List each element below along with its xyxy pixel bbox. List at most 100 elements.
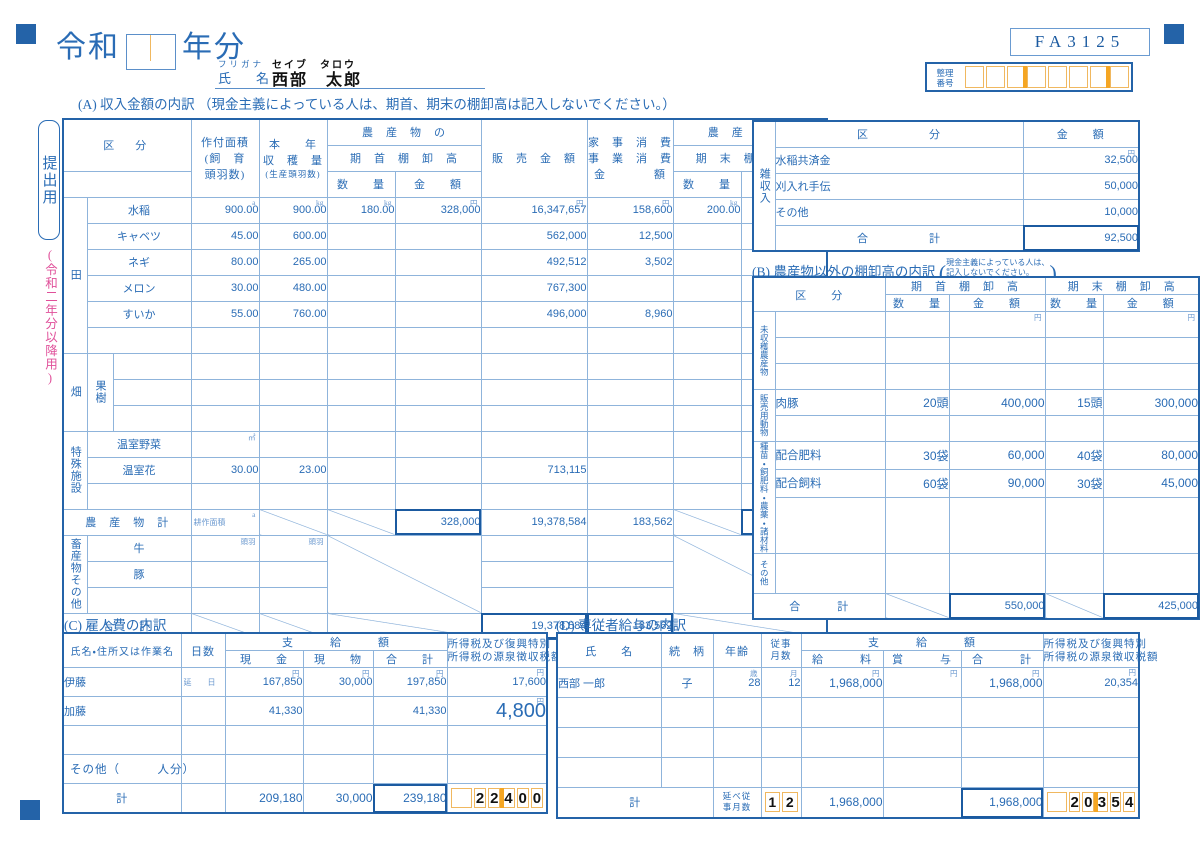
reference-number-field[interactable]: 整理 番号 xyxy=(925,62,1133,92)
opening-amt[interactable] xyxy=(394,326,482,354)
crop-name[interactable] xyxy=(112,404,192,432)
misc-income-name[interactable]: 水稲共済金 xyxy=(774,146,1024,174)
family-bonus[interactable] xyxy=(882,727,962,758)
d-tax-digit-boxes[interactable]: 2 0 3 5 4 xyxy=(1044,790,1139,814)
pay-cash[interactable]: 167,850 xyxy=(224,667,304,697)
closing-qty[interactable] xyxy=(672,300,742,328)
pay-total[interactable] xyxy=(372,725,448,755)
family-employee-name[interactable]: 西部 一郎 xyxy=(556,667,662,698)
opening-amt[interactable] xyxy=(394,482,482,510)
reference-number-cell-3[interactable] xyxy=(1006,66,1027,88)
opening-qty[interactable] xyxy=(326,482,396,510)
misc-income-name[interactable]: 刈入れ手伝 xyxy=(774,172,1024,200)
reference-number-cell-6[interactable] xyxy=(1068,66,1088,88)
sales-amt[interactable] xyxy=(480,482,588,510)
household-amt[interactable] xyxy=(586,352,674,380)
closing-qty[interactable] xyxy=(672,456,742,484)
d-tax-digit-4[interactable]: 5 xyxy=(1109,792,1122,813)
reference-number-cells[interactable] xyxy=(963,64,1131,90)
opening-amt[interactable] xyxy=(948,497,1046,554)
closing-qty[interactable]: 30袋 xyxy=(1044,469,1104,498)
closing-amt[interactable]: 300,000 xyxy=(1102,389,1200,416)
opening-amt[interactable] xyxy=(948,311,1046,338)
opening-amt[interactable]: 60,000 xyxy=(948,441,1046,470)
inventory-name[interactable] xyxy=(774,552,886,594)
crop-yield[interactable] xyxy=(258,430,328,458)
closing-amt[interactable] xyxy=(1102,552,1200,594)
pay-cash[interactable]: 41,330 xyxy=(224,696,304,726)
employee-days[interactable] xyxy=(180,696,226,726)
family-age[interactable]: 28 xyxy=(712,667,762,698)
opening-qty[interactable] xyxy=(326,456,396,484)
household-amt[interactable] xyxy=(586,430,674,458)
closing-amt[interactable] xyxy=(1102,363,1200,390)
crop-name[interactable] xyxy=(112,378,192,406)
closing-qty[interactable] xyxy=(672,222,742,250)
closing-amt[interactable] xyxy=(1102,497,1200,554)
crop-name[interactable]: ネギ xyxy=(86,248,192,276)
crop-area[interactable]: 80.00 xyxy=(190,248,260,276)
inventory-name[interactable]: 肉豚 xyxy=(774,389,886,416)
sales-amt[interactable] xyxy=(480,430,588,458)
employee-name[interactable] xyxy=(62,725,182,755)
opening-amt[interactable] xyxy=(394,404,482,432)
d-tax-digit-1[interactable]: 2 xyxy=(1068,792,1081,813)
misc-income-amount[interactable]: 50,000 xyxy=(1022,172,1140,200)
livestock-production[interactable] xyxy=(258,560,328,588)
opening-qty[interactable] xyxy=(326,326,396,354)
sales-amt[interactable]: 562,000 xyxy=(480,222,588,250)
livestock-production[interactable] xyxy=(258,586,328,614)
sales-amt[interactable]: 767,300 xyxy=(480,274,588,302)
opening-amt[interactable] xyxy=(948,415,1046,442)
opening-qty[interactable] xyxy=(884,311,950,338)
closing-amt[interactable] xyxy=(1102,415,1200,442)
livestock-count[interactable] xyxy=(190,560,260,588)
era-year-digit-1[interactable] xyxy=(127,35,151,61)
pay-cash[interactable] xyxy=(224,754,304,784)
withholding-tax[interactable]: 4,800 xyxy=(446,696,548,726)
family-bonus[interactable] xyxy=(882,667,962,698)
crop-area[interactable]: 30.00 xyxy=(190,274,260,302)
household-amt[interactable] xyxy=(586,326,674,354)
taxpayer-name-value[interactable]: 西部 太郎 xyxy=(272,72,363,89)
tax-digit-1[interactable]: 2 xyxy=(473,787,487,808)
opening-amt[interactable]: 90,000 xyxy=(948,469,1046,498)
closing-qty[interactable]: 15頭 xyxy=(1044,389,1104,416)
closing-amt[interactable] xyxy=(1102,337,1200,364)
sales-amt[interactable]: 713,115 xyxy=(480,456,588,484)
family-relation[interactable]: 子 xyxy=(660,667,714,698)
household-amt[interactable] xyxy=(586,534,674,562)
months-digit-2[interactable]: 2 xyxy=(782,792,798,813)
household-amt[interactable] xyxy=(586,560,674,588)
misc-income-amount[interactable]: 32,500 xyxy=(1022,146,1140,174)
opening-qty[interactable] xyxy=(326,300,396,328)
household-amt[interactable] xyxy=(586,404,674,432)
livestock-name[interactable]: 牛 xyxy=(86,534,192,562)
family-months[interactable]: 12 xyxy=(760,667,802,698)
pay-total[interactable]: 41,330 xyxy=(372,696,448,726)
family-withholding-tax[interactable]: 20,354 xyxy=(1042,667,1140,698)
household-amt[interactable] xyxy=(586,456,674,484)
crop-name[interactable] xyxy=(86,482,192,510)
closing-qty[interactable] xyxy=(1044,363,1104,390)
tax-digit-4[interactable]: 0 xyxy=(516,787,529,808)
closing-qty[interactable] xyxy=(672,326,742,354)
sales-amt[interactable] xyxy=(480,404,588,432)
livestock-count[interactable] xyxy=(190,534,260,562)
closing-qty[interactable] xyxy=(672,274,742,302)
crop-area[interactable] xyxy=(190,326,260,354)
closing-qty[interactable] xyxy=(1044,552,1104,594)
family-pay-total[interactable]: 1,968,000 xyxy=(960,667,1044,698)
family-salary[interactable]: 1,968,000 xyxy=(800,667,884,698)
closing-qty[interactable] xyxy=(672,404,742,432)
closing-qty[interactable] xyxy=(672,378,742,406)
opening-qty[interactable] xyxy=(326,430,396,458)
crop-area[interactable]: 900.00 xyxy=(190,196,260,224)
crop-area[interactable]: 55.00 xyxy=(190,300,260,328)
reference-number-cell-4[interactable] xyxy=(1027,66,1046,88)
opening-amt[interactable] xyxy=(394,274,482,302)
opening-amt[interactable] xyxy=(394,352,482,380)
crop-yield[interactable]: 900.00 xyxy=(258,196,328,224)
family-pay-total[interactable] xyxy=(960,697,1044,728)
reference-number-cell-8[interactable] xyxy=(1110,66,1129,88)
